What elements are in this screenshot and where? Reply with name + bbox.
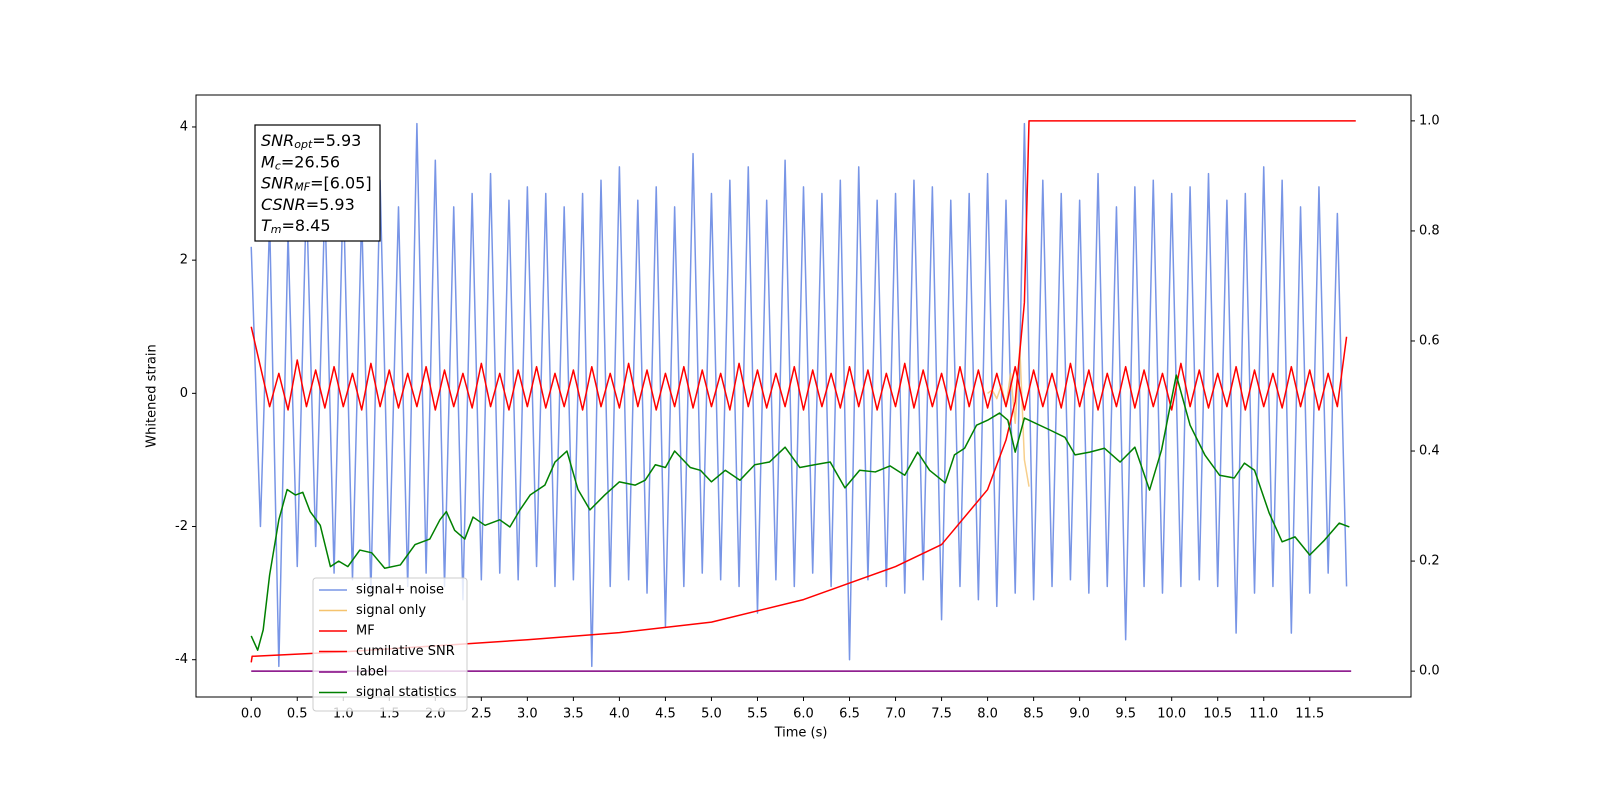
annotation-line: Mc=26.56 xyxy=(261,152,340,173)
x-tick-label: 5.5 xyxy=(747,707,768,722)
plot-frame xyxy=(195,94,1412,698)
y2-tick-label: 0.8 xyxy=(1419,223,1440,238)
y-tick-label: -2 xyxy=(175,519,188,534)
x-tick-label: 9.0 xyxy=(1069,707,1090,722)
legend: signal+ noise signal only MF cumilative SNR… xyxy=(312,577,468,712)
series-line xyxy=(250,374,1350,651)
annotation-symbol: M xyxy=(261,152,275,171)
x-tick-label: 11.0 xyxy=(1249,707,1278,722)
annotation-symbol: T xyxy=(261,216,272,235)
annotation-line: CSNR=5.93 xyxy=(261,194,355,213)
series-line xyxy=(250,326,1348,411)
legend-label: MF xyxy=(356,624,375,639)
y2-tick-label: 0.6 xyxy=(1419,333,1440,348)
x-tick-label: 5.0 xyxy=(701,707,722,722)
annotation-value: =5.93 xyxy=(306,194,355,213)
annotation-subscript: c xyxy=(275,159,281,172)
y-tick-label: 0 xyxy=(180,386,188,401)
y-tick-label: 2 xyxy=(180,253,188,268)
x-tick-label: 3.5 xyxy=(563,707,584,722)
legend-label: signal+ noise xyxy=(356,583,444,598)
annotation-value: =8.45 xyxy=(282,216,331,235)
x-tick-label: 4.0 xyxy=(609,707,630,722)
x-tick-label: 9.5 xyxy=(1115,707,1136,722)
y-axis-label: Whitened strain xyxy=(145,344,160,447)
annotation-symbol: SNR xyxy=(261,173,294,192)
y-tick-label: 4 xyxy=(180,119,188,134)
annotation-subscript: m xyxy=(271,223,282,236)
x-tick-label: 2.5 xyxy=(471,707,492,722)
annotation-symbol: CSNR xyxy=(261,194,306,213)
y2-tick-label: 1.0 xyxy=(1419,113,1440,128)
legend-label: label xyxy=(356,665,387,680)
legend-label: signal statistics xyxy=(356,685,457,700)
legend-label: cumilative SNR xyxy=(356,644,455,659)
x-tick-label: 7.0 xyxy=(885,707,906,722)
annotation-line: SNRopt=5.93 xyxy=(261,131,361,152)
x-tick-label: 0.0 xyxy=(241,707,262,722)
annotation-line: SNRMF=[6.05] xyxy=(261,173,372,194)
x-tick-label: 8.0 xyxy=(977,707,998,722)
annotation-value: =[6.05] xyxy=(310,173,372,192)
y2-tick-label: 0.0 xyxy=(1419,664,1440,679)
legend-label: signal only xyxy=(356,603,426,618)
y2-tick-label: 0.2 xyxy=(1419,554,1440,569)
series-line xyxy=(987,345,1030,487)
annotation-subscript: opt xyxy=(294,138,313,151)
annotation-box: SNRopt=5.93Mc=26.56SNRMF=[6.05]CSNR=5.93… xyxy=(254,124,381,242)
annotation-subscript: MF xyxy=(294,181,310,194)
annotation-frame xyxy=(254,124,381,242)
annotation-symbol: SNR xyxy=(261,131,294,150)
x-tick-label: 6.0 xyxy=(793,707,814,722)
x-tick-label: 7.5 xyxy=(931,707,952,722)
annotation-line: Tm=8.45 xyxy=(261,216,331,237)
y2-tick-label: 0.4 xyxy=(1419,444,1440,459)
x-tick-label: 3.0 xyxy=(517,707,538,722)
y-tick-label: -4 xyxy=(175,652,188,667)
x-tick-label: 4.5 xyxy=(655,707,676,722)
x-tick-label: 0.5 xyxy=(287,707,308,722)
x-tick-label: 10.0 xyxy=(1157,707,1186,722)
annotation-value: =26.56 xyxy=(281,152,340,171)
x-tick-label: 10.5 xyxy=(1203,707,1232,722)
x-tick-label: 6.5 xyxy=(839,707,860,722)
x-tick-label: 8.5 xyxy=(1023,707,1044,722)
x-axis-label: Time (s) xyxy=(774,726,828,741)
legend-frame xyxy=(312,577,468,712)
annotation-value: =5.93 xyxy=(312,131,361,150)
x-tick-label: 11.5 xyxy=(1295,707,1324,722)
